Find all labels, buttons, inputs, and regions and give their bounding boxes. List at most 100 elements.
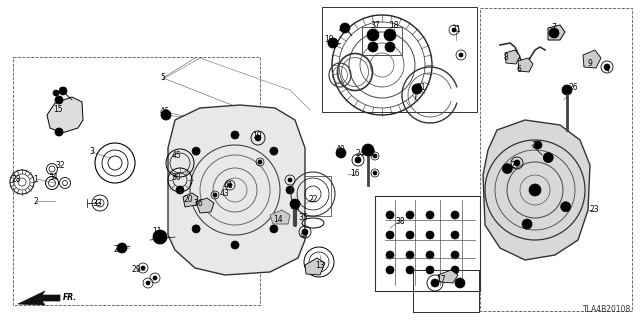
Text: 10: 10: [252, 131, 262, 140]
Circle shape: [270, 225, 278, 233]
Bar: [480, 8, 632, 311]
Text: 18: 18: [389, 21, 399, 30]
Text: 27: 27: [510, 162, 520, 171]
Bar: [362, 27, 402, 55]
Circle shape: [117, 243, 127, 253]
Circle shape: [153, 230, 167, 244]
Circle shape: [192, 147, 200, 155]
Text: 1: 1: [34, 174, 38, 183]
Polygon shape: [438, 270, 458, 283]
Bar: [375, 196, 480, 291]
Circle shape: [426, 211, 434, 219]
Circle shape: [451, 231, 459, 239]
Circle shape: [53, 90, 59, 96]
Text: 24: 24: [355, 148, 365, 157]
Circle shape: [55, 96, 63, 104]
Text: 7: 7: [552, 23, 556, 33]
Polygon shape: [18, 291, 60, 305]
Polygon shape: [47, 97, 83, 133]
Circle shape: [328, 38, 338, 48]
Bar: [413, 270, 479, 312]
Circle shape: [451, 251, 459, 259]
Bar: [375, 196, 480, 291]
Text: 23: 23: [589, 205, 599, 214]
Circle shape: [406, 251, 414, 259]
Circle shape: [355, 157, 361, 163]
Circle shape: [522, 219, 532, 229]
Circle shape: [431, 279, 439, 287]
Circle shape: [288, 178, 292, 182]
Circle shape: [502, 164, 512, 173]
Circle shape: [55, 128, 63, 136]
Circle shape: [406, 211, 414, 219]
Bar: [295, 176, 331, 216]
Circle shape: [286, 186, 294, 194]
Circle shape: [452, 28, 456, 32]
Circle shape: [412, 84, 422, 94]
Circle shape: [543, 153, 553, 163]
Text: 42: 42: [338, 25, 348, 34]
Text: 4: 4: [605, 66, 609, 75]
Circle shape: [386, 266, 394, 274]
Text: 16: 16: [350, 170, 360, 179]
Text: 32: 32: [55, 161, 65, 170]
Circle shape: [426, 266, 434, 274]
Text: 28: 28: [12, 174, 20, 183]
Text: 8: 8: [504, 52, 508, 61]
Circle shape: [386, 231, 394, 239]
Circle shape: [426, 251, 434, 259]
Circle shape: [270, 147, 278, 155]
Circle shape: [258, 160, 262, 164]
Text: 9: 9: [588, 59, 593, 68]
Text: 22: 22: [308, 195, 317, 204]
Circle shape: [386, 251, 394, 259]
Text: 39: 39: [531, 140, 541, 149]
Text: 11: 11: [152, 228, 162, 236]
Text: 12: 12: [366, 148, 376, 157]
Circle shape: [290, 199, 300, 209]
Bar: [322, 7, 477, 112]
Text: TLA4B20108: TLA4B20108: [583, 305, 631, 314]
Polygon shape: [583, 50, 601, 68]
Bar: [413, 270, 479, 312]
Text: 33: 33: [92, 198, 102, 207]
Circle shape: [192, 225, 200, 233]
Circle shape: [340, 23, 350, 33]
Text: 26: 26: [568, 84, 578, 92]
Circle shape: [157, 234, 163, 240]
Circle shape: [255, 135, 261, 141]
Polygon shape: [518, 58, 533, 72]
Circle shape: [373, 171, 377, 175]
Circle shape: [384, 29, 396, 41]
Text: 17: 17: [436, 275, 446, 284]
Circle shape: [368, 42, 378, 52]
Text: 43: 43: [219, 189, 229, 198]
Polygon shape: [548, 25, 565, 40]
Circle shape: [146, 281, 150, 285]
Circle shape: [529, 184, 541, 196]
Circle shape: [336, 148, 346, 158]
Polygon shape: [183, 193, 198, 207]
Text: 37: 37: [370, 20, 380, 29]
Text: 13: 13: [315, 260, 325, 269]
Polygon shape: [505, 50, 520, 64]
Circle shape: [385, 42, 395, 52]
Circle shape: [455, 278, 465, 288]
Text: 15: 15: [53, 106, 63, 115]
Circle shape: [228, 183, 232, 187]
Circle shape: [514, 160, 520, 166]
Text: 5: 5: [161, 74, 165, 83]
Text: 47: 47: [300, 230, 310, 239]
Polygon shape: [196, 198, 214, 213]
Text: 29: 29: [131, 266, 141, 275]
Circle shape: [561, 202, 571, 212]
Text: 34: 34: [48, 173, 58, 182]
Text: 41: 41: [223, 181, 233, 190]
Circle shape: [459, 53, 463, 57]
Text: 45: 45: [171, 150, 181, 159]
Circle shape: [451, 266, 459, 274]
Text: 36: 36: [193, 199, 203, 209]
Polygon shape: [270, 210, 290, 224]
Text: FR.: FR.: [63, 292, 77, 301]
Circle shape: [451, 211, 459, 219]
